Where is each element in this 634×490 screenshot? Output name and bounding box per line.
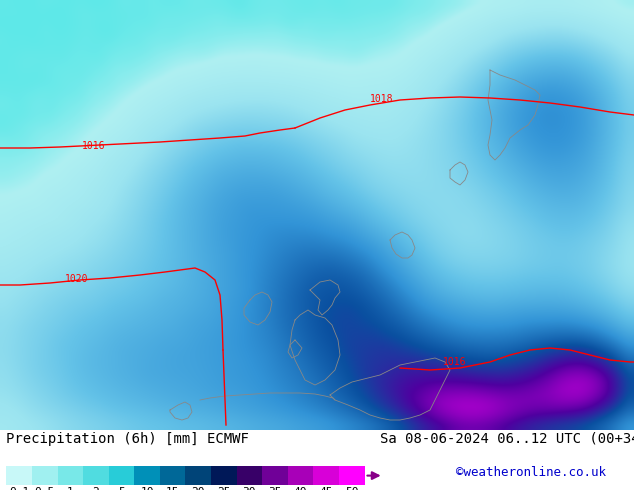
- Bar: [211, 466, 236, 485]
- Text: 1016: 1016: [443, 357, 467, 367]
- Bar: [134, 466, 160, 485]
- Text: 25: 25: [217, 487, 231, 490]
- Text: 10: 10: [140, 487, 154, 490]
- Bar: [339, 466, 365, 485]
- Bar: [6, 466, 32, 485]
- Text: 30: 30: [243, 487, 256, 490]
- Text: 40: 40: [294, 487, 307, 490]
- Text: 35: 35: [268, 487, 281, 490]
- Bar: [58, 466, 83, 485]
- Bar: [160, 466, 185, 485]
- Text: 15: 15: [166, 487, 179, 490]
- Text: 45: 45: [320, 487, 333, 490]
- Text: 1016: 1016: [82, 141, 105, 151]
- Text: 50: 50: [345, 487, 358, 490]
- Text: 1: 1: [67, 487, 74, 490]
- Text: Sa 08-06-2024 06..12 UTC (00+348): Sa 08-06-2024 06..12 UTC (00+348): [380, 432, 634, 446]
- Bar: [32, 466, 58, 485]
- Bar: [108, 466, 134, 485]
- Text: 1020: 1020: [65, 274, 89, 284]
- Text: ©weatheronline.co.uk: ©weatheronline.co.uk: [456, 466, 607, 479]
- Bar: [288, 466, 313, 485]
- Bar: [83, 466, 108, 485]
- Text: 2: 2: [93, 487, 100, 490]
- Text: 5: 5: [118, 487, 125, 490]
- Bar: [236, 466, 262, 485]
- Bar: [313, 466, 339, 485]
- Text: 1018: 1018: [370, 94, 394, 104]
- Text: 0.1: 0.1: [9, 487, 29, 490]
- Text: 0.5: 0.5: [35, 487, 55, 490]
- Text: Precipitation (6h) [mm] ECMWF: Precipitation (6h) [mm] ECMWF: [6, 432, 249, 446]
- Text: 20: 20: [191, 487, 205, 490]
- Bar: [262, 466, 288, 485]
- Bar: [185, 466, 211, 485]
